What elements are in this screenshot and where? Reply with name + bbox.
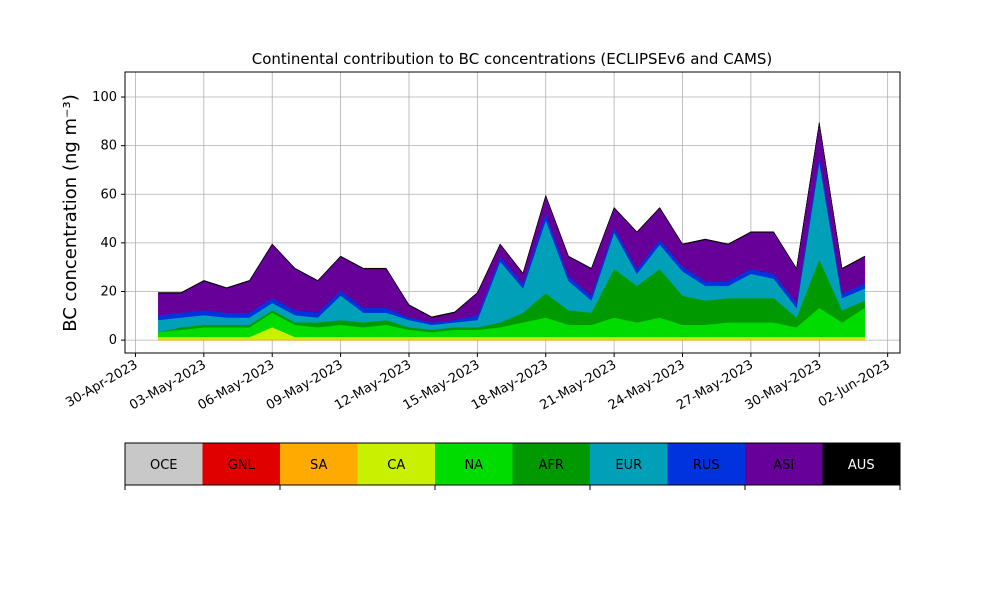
legend-swatch (590, 443, 668, 485)
x-tick-label: 18-May-2023 (469, 357, 551, 413)
legend-label: NA (464, 458, 483, 473)
x-tick-label: 06-May-2023 (196, 357, 278, 413)
legend-label: EUR (615, 458, 642, 473)
legend-label: ASI (773, 458, 794, 473)
x-tick-label: 03-May-2023 (127, 357, 209, 413)
legend-swatch (745, 443, 823, 485)
legend-label: AUS (848, 458, 875, 473)
legend-label: AFR (539, 458, 564, 473)
legend-swatch (125, 443, 203, 485)
x-tick-label: 30-May-2023 (743, 357, 825, 413)
plot-frame (124, 71, 901, 354)
legend-swatch (435, 443, 513, 485)
legend-swatch (357, 443, 435, 485)
x-tick-label: 24-May-2023 (606, 357, 688, 413)
y-tick-label: 80 (100, 139, 117, 154)
y-tick-label: 0 (109, 333, 117, 348)
y-tick-label: 100 (92, 90, 117, 105)
area (157, 122, 866, 318)
legend-swatch (202, 443, 280, 485)
legend-label: GNL (228, 458, 256, 473)
legend-label: OCE (150, 458, 178, 473)
legend-frame (124, 442, 901, 486)
legend-label: RUS (693, 458, 720, 473)
legend-swatch (667, 443, 745, 485)
chart-title: Continental contribution to BC concentra… (252, 50, 773, 68)
legend-label: SA (310, 458, 327, 473)
plot-area (125, 72, 900, 353)
x-tick-label: 15-May-2023 (401, 357, 483, 413)
x-tick-label: 02-Jun-2023 (816, 357, 893, 410)
x-tick-label: 09-May-2023 (264, 357, 346, 413)
y-axis-label: BC concentration (ng m⁻³) (60, 94, 81, 332)
y-tick-label: 40 (100, 236, 117, 251)
y-tick-label: 60 (100, 187, 117, 202)
x-tick-label: 12-May-2023 (332, 357, 414, 413)
x-tick-label: 27-May-2023 (674, 357, 756, 413)
y-tick-label: 20 (100, 285, 117, 300)
legend-swatch (512, 443, 590, 485)
legend-label: CA (387, 458, 405, 473)
legend-swatch (822, 443, 900, 485)
legend: OCE GNL SA CA NA AFR EUR RUS ASI AUS (124, 442, 901, 490)
legend-swatch (280, 443, 358, 485)
x-tick-label: 21-May-2023 (537, 357, 619, 413)
